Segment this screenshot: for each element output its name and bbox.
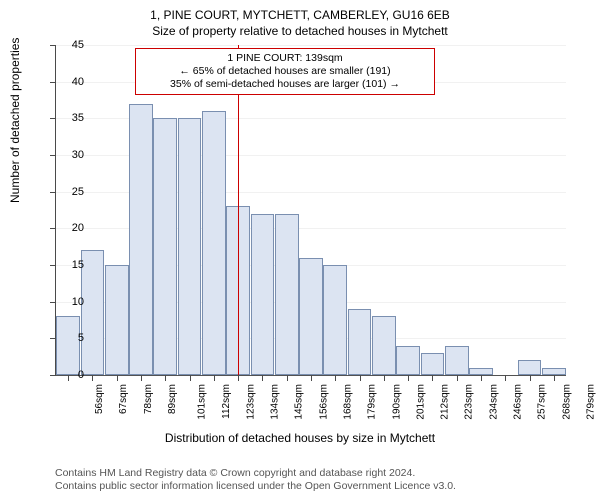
footer-line-2: Contains public sector information licen…: [55, 480, 456, 494]
y-tick-label: 45: [54, 39, 84, 51]
x-tick: [481, 375, 482, 381]
x-tick: [165, 375, 166, 381]
y-tick-label: 10: [54, 296, 84, 308]
x-tick-label: 67sqm: [118, 384, 129, 414]
x-tick: [530, 375, 531, 381]
x-tick-label: 212sqm: [440, 384, 451, 420]
y-tick-label: 15: [54, 259, 84, 271]
x-tick-label: 268sqm: [561, 384, 572, 420]
x-tick-label: 190sqm: [391, 384, 402, 420]
histogram-bar: [81, 250, 105, 375]
histogram-bar: [299, 258, 323, 375]
annotation-box: 1 PINE COURT: 139sqm← 65% of detached ho…: [135, 48, 435, 95]
x-tick: [408, 375, 409, 381]
x-tick: [287, 375, 288, 381]
histogram-bar: [153, 118, 177, 375]
y-tick-label: 35: [54, 112, 84, 124]
x-tick-label: 223sqm: [464, 384, 475, 420]
x-tick: [92, 375, 93, 381]
annotation-line: ← 65% of detached houses are smaller (19…: [142, 65, 428, 78]
histogram-bar: [275, 214, 299, 375]
x-tick: [432, 375, 433, 381]
x-tick-label: 257sqm: [537, 384, 548, 420]
x-tick: [554, 375, 555, 381]
x-tick: [505, 375, 506, 381]
chart-title-main: 1, PINE COURT, MYTCHETT, CAMBERLEY, GU16…: [0, 8, 600, 22]
x-tick-label: 279sqm: [585, 384, 596, 420]
y-tick-label: 30: [54, 149, 84, 161]
histogram-bar: [129, 104, 153, 375]
x-tick: [214, 375, 215, 381]
footer-line-1: Contains HM Land Registry data © Crown c…: [55, 467, 456, 481]
x-tick: [141, 375, 142, 381]
annotation-line: 1 PINE COURT: 139sqm: [142, 52, 428, 65]
x-tick-label: 89sqm: [167, 384, 178, 414]
histogram-bar: [251, 214, 275, 375]
x-tick: [262, 375, 263, 381]
y-tick-label: 40: [54, 76, 84, 88]
chart-title-sub: Size of property relative to detached ho…: [0, 24, 600, 38]
histogram-bar: [396, 346, 420, 375]
x-tick: [335, 375, 336, 381]
y-axis-title: Number of detached properties: [8, 38, 22, 203]
footer-text: Contains HM Land Registry data © Crown c…: [55, 467, 456, 494]
x-tick-label: 168sqm: [343, 384, 354, 420]
x-tick-label: 145sqm: [294, 384, 305, 420]
y-tick-label: 25: [54, 186, 84, 198]
x-tick-label: 78sqm: [143, 384, 154, 414]
histogram-bar: [518, 360, 542, 375]
histogram-bar: [56, 316, 80, 375]
histogram-bar: [105, 265, 129, 375]
x-tick-label: 56sqm: [94, 384, 105, 414]
x-tick-label: 156sqm: [318, 384, 329, 420]
chart-container: 1, PINE COURT, MYTCHETT, CAMBERLEY, GU16…: [0, 0, 600, 500]
y-tick-label: 0: [54, 369, 84, 381]
x-tick-label: 234sqm: [488, 384, 499, 420]
x-tick: [360, 375, 361, 381]
x-tick-label: 246sqm: [513, 384, 524, 420]
histogram-bar: [202, 111, 226, 375]
x-tick: [117, 375, 118, 381]
x-tick-label: 179sqm: [367, 384, 378, 420]
histogram-bar: [421, 353, 445, 375]
x-tick-label: 134sqm: [270, 384, 281, 420]
y-tick-label: 20: [54, 222, 84, 234]
x-tick: [190, 375, 191, 381]
annotation-line: 35% of semi-detached houses are larger (…: [142, 78, 428, 91]
histogram-bar: [348, 309, 372, 375]
x-axis-title: Distribution of detached houses by size …: [0, 431, 600, 445]
histogram-bar: [372, 316, 396, 375]
histogram-bar: [469, 368, 493, 375]
x-tick-label: 201sqm: [415, 384, 426, 420]
y-tick-label: 5: [54, 332, 84, 344]
x-tick: [311, 375, 312, 381]
histogram-bar: [178, 118, 202, 375]
x-tick-label: 123sqm: [245, 384, 256, 420]
x-tick-label: 112sqm: [220, 384, 231, 419]
histogram-bar: [323, 265, 347, 375]
x-tick: [457, 375, 458, 381]
x-tick: [238, 375, 239, 381]
histogram-bar: [542, 368, 566, 375]
histogram-bar: [445, 346, 469, 375]
grid-line: [56, 45, 566, 46]
x-tick-label: 101sqm: [197, 384, 208, 420]
x-tick: [384, 375, 385, 381]
